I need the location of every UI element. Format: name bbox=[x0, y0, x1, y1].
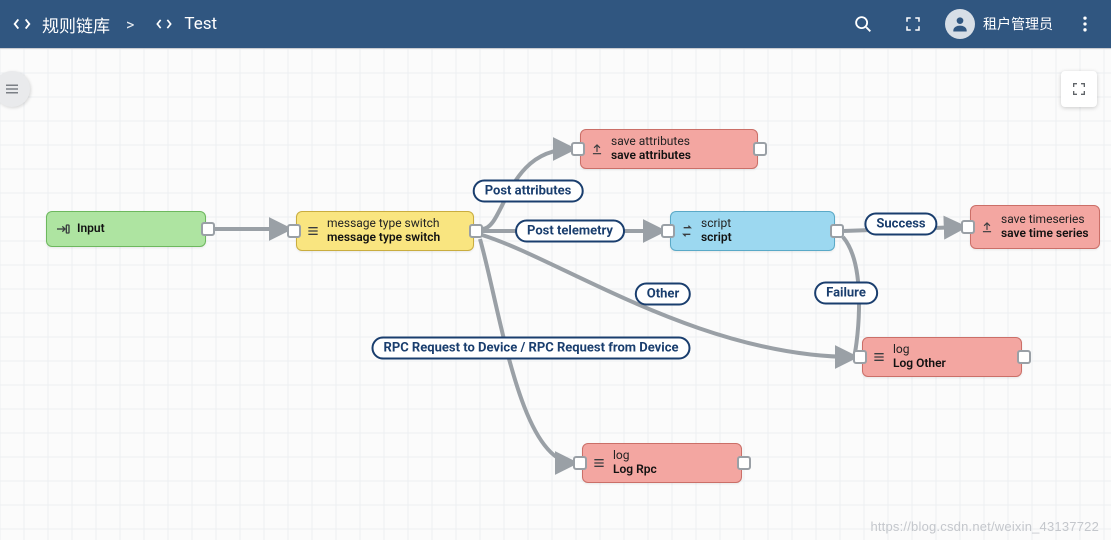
node-logrpc[interactable]: logLog Rpc bbox=[582, 443, 742, 483]
edge-label[interactable]: Failure bbox=[814, 282, 878, 305]
avatar-icon bbox=[945, 9, 975, 39]
port-out[interactable] bbox=[737, 456, 751, 470]
port-in[interactable] bbox=[661, 224, 675, 238]
node-text: message type switchmessage type switch bbox=[327, 217, 440, 245]
node-name-label: script bbox=[701, 231, 732, 245]
rule-chain-icon bbox=[150, 10, 178, 38]
node-text: logLog Other bbox=[893, 343, 946, 371]
breadcrumb-separator: > bbox=[126, 15, 134, 34]
edge-label[interactable]: Post attributes bbox=[473, 180, 584, 203]
node-name-label: Log Rpc bbox=[613, 463, 657, 477]
port-in[interactable] bbox=[573, 456, 587, 470]
rule-chain-canvas[interactable]: Input message type switchmessage type swi… bbox=[0, 48, 1111, 540]
canvas-fullscreen-button[interactable] bbox=[1061, 71, 1097, 107]
hamburger-icon bbox=[303, 223, 323, 239]
node-type-label: save timeseries bbox=[1001, 213, 1089, 227]
app-root: 规则链库 > Test 租户管理员 bbox=[0, 0, 1111, 540]
hamburger-icon bbox=[589, 455, 609, 471]
upload-icon bbox=[587, 142, 607, 156]
port-out[interactable] bbox=[1017, 350, 1031, 364]
node-name-label: save time series bbox=[1001, 227, 1089, 241]
node-text: save attributessave attributes bbox=[611, 135, 691, 163]
edge-label[interactable]: Post telemetry bbox=[515, 220, 625, 243]
edge-label[interactable]: RPC Request to Device / RPC Request from… bbox=[371, 337, 690, 360]
port-out[interactable] bbox=[201, 222, 215, 236]
node-name-label: message type switch bbox=[327, 231, 440, 245]
node-script[interactable]: scriptscript bbox=[670, 211, 835, 251]
edges-layer bbox=[0, 49, 1111, 540]
rule-chains-icon bbox=[8, 10, 36, 38]
search-button[interactable] bbox=[845, 6, 881, 42]
node-name-label: Log Other bbox=[893, 357, 946, 371]
hamburger-icon bbox=[869, 349, 889, 365]
watermark: https://blog.csdn.net/weixin_43137722 bbox=[870, 519, 1099, 534]
swap-icon bbox=[677, 223, 697, 239]
node-type-label: message type switch bbox=[327, 217, 440, 231]
port-in[interactable] bbox=[287, 224, 301, 238]
node-name-label: save attributes bbox=[611, 149, 691, 163]
port-out[interactable] bbox=[830, 224, 844, 238]
upload-icon bbox=[977, 220, 997, 234]
node-saveattr[interactable]: save attributessave attributes bbox=[580, 129, 758, 169]
node-switch[interactable]: message type switchmessage type switch bbox=[296, 211, 474, 251]
more-button[interactable] bbox=[1067, 6, 1103, 42]
edge-label[interactable]: Success bbox=[864, 213, 937, 236]
port-in[interactable] bbox=[961, 220, 975, 234]
header-actions: 租户管理员 bbox=[845, 6, 1103, 42]
breadcrumb-library[interactable]: 规则链库 bbox=[42, 12, 110, 37]
edge-label[interactable]: Other bbox=[635, 283, 691, 306]
user-menu[interactable]: 租户管理员 bbox=[945, 9, 1053, 39]
node-text: logLog Rpc bbox=[613, 449, 657, 477]
node-text: save timeseriessave time series bbox=[1001, 213, 1089, 241]
node-library-toggle[interactable] bbox=[0, 71, 30, 107]
port-out[interactable] bbox=[753, 142, 767, 156]
breadcrumb: 规则链库 > Test bbox=[8, 10, 217, 38]
node-text: Input bbox=[77, 222, 105, 236]
node-logother[interactable]: logLog Other bbox=[862, 337, 1022, 377]
node-text: scriptscript bbox=[701, 217, 732, 245]
port-in[interactable] bbox=[571, 142, 585, 156]
fullscreen-button[interactable] bbox=[895, 6, 931, 42]
node-type-label: script bbox=[701, 217, 732, 231]
app-header: 规则链库 > Test 租户管理员 bbox=[0, 0, 1111, 48]
node-input[interactable]: Input bbox=[46, 211, 206, 247]
port-out[interactable] bbox=[469, 224, 483, 238]
port-in[interactable] bbox=[853, 350, 867, 364]
node-type-label: log bbox=[613, 449, 657, 463]
node-type-label: log bbox=[893, 343, 946, 357]
node-name-label: Input bbox=[77, 222, 105, 236]
enter-icon bbox=[53, 221, 73, 237]
breadcrumb-chain-name[interactable]: Test bbox=[184, 14, 217, 34]
node-savets[interactable]: save timeseriessave time series bbox=[970, 205, 1100, 249]
node-type-label: save attributes bbox=[611, 135, 691, 149]
user-label: 租户管理员 bbox=[983, 14, 1053, 34]
